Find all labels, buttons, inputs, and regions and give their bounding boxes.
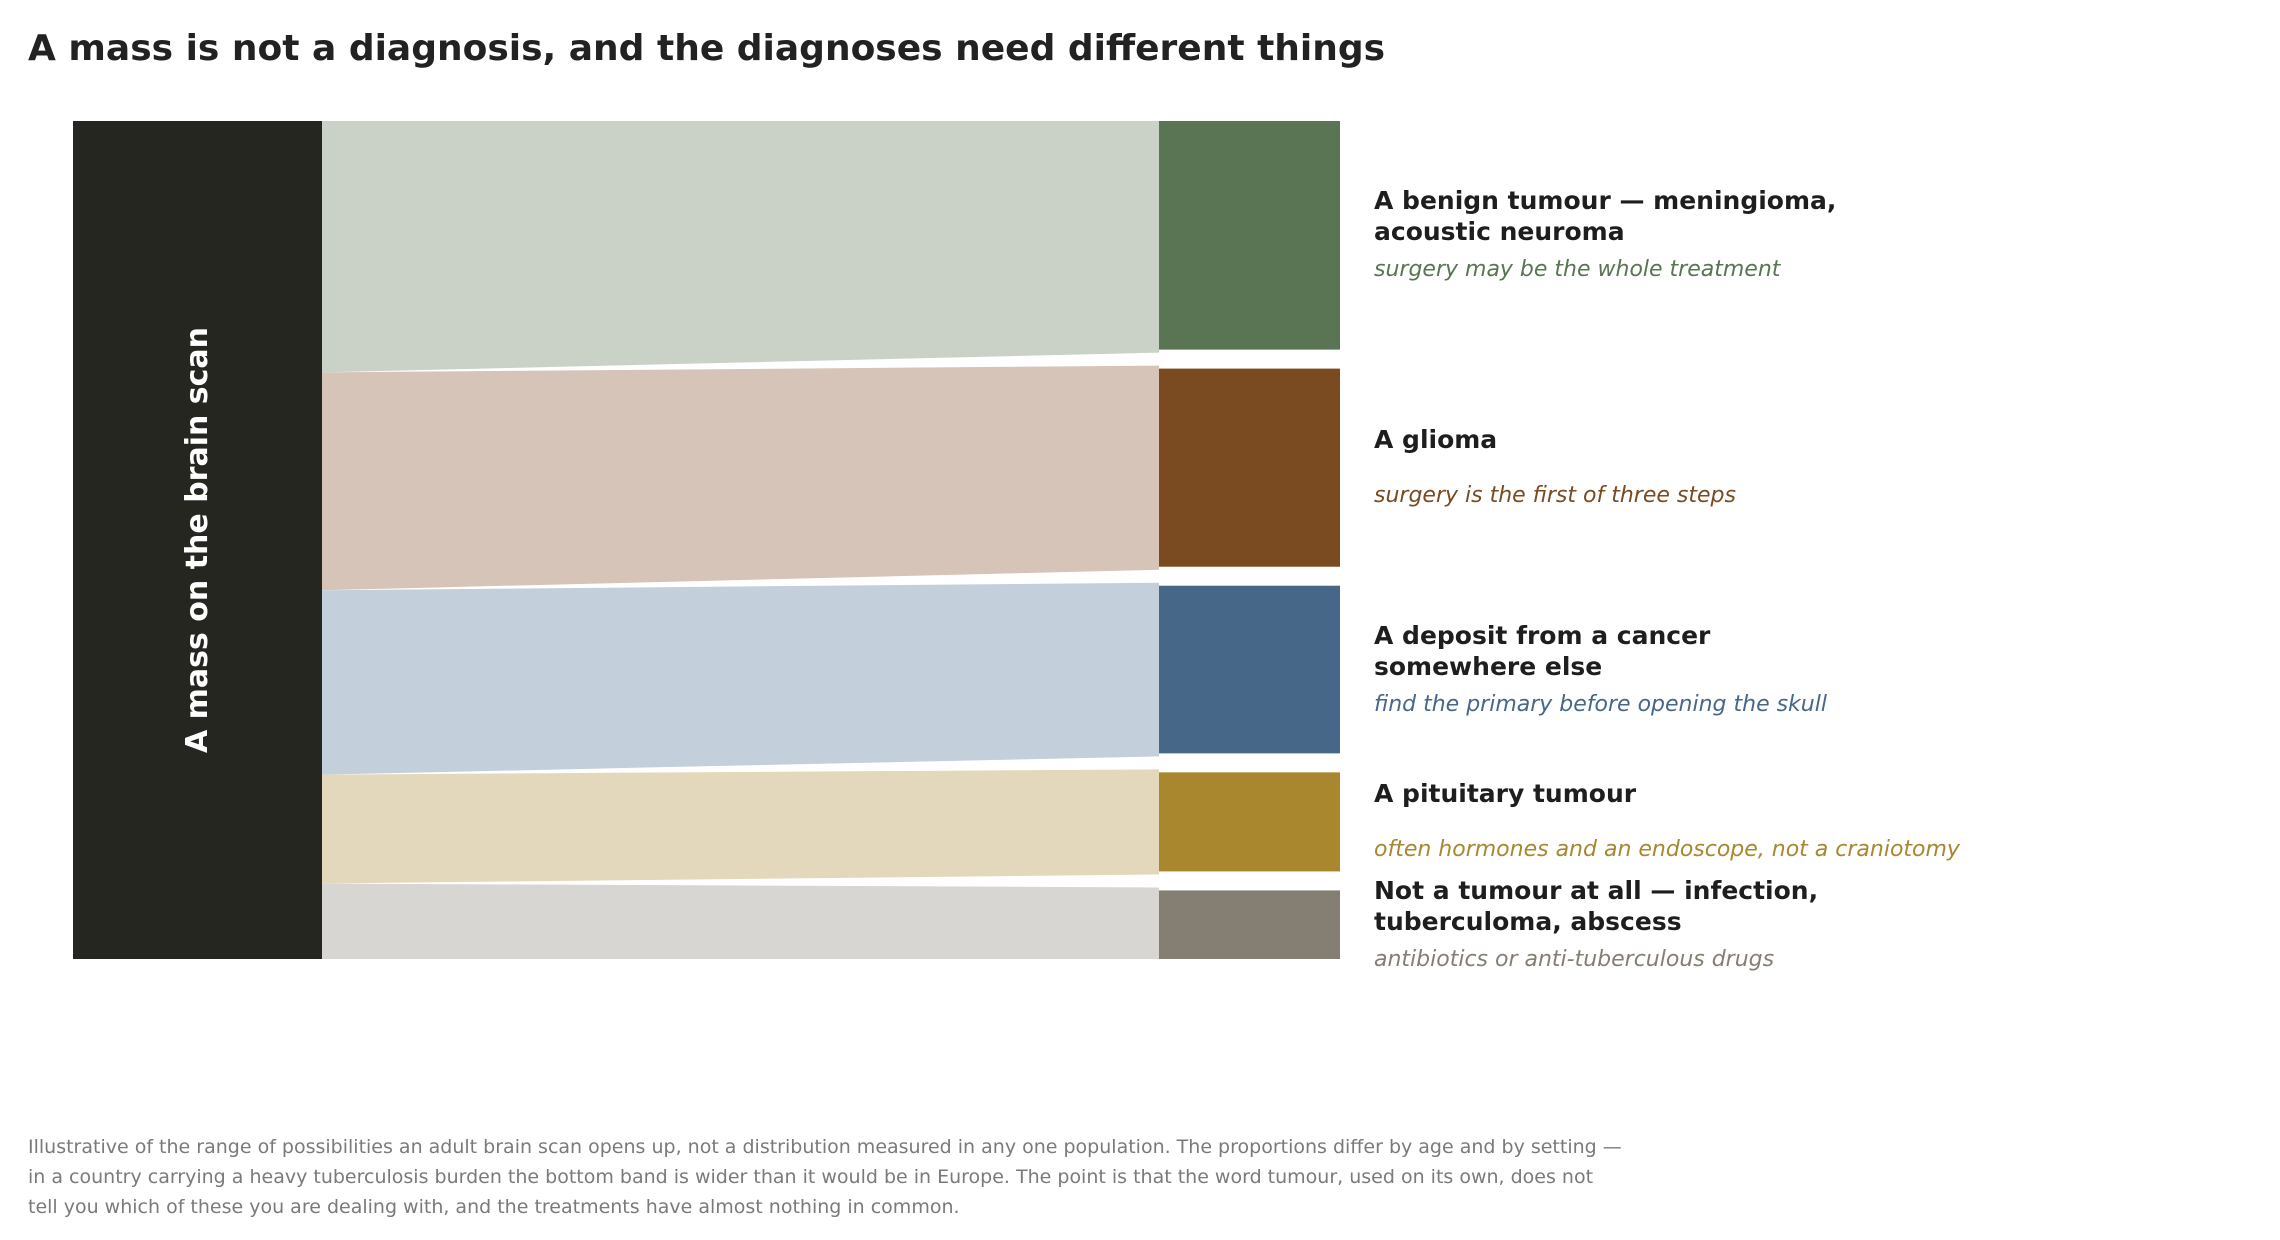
target-title: Not a tumour at all — infection, tubercu…: [1374, 875, 1819, 936]
target-title: A glioma: [1374, 425, 1498, 455]
target-node: [1159, 121, 1340, 350]
target-label: A benign tumour — meningioma, acoustic n…: [1374, 185, 1974, 285]
target-note: surgery may be the whole treatment: [1374, 257, 1781, 283]
target-note: often hormones and an endoscope, not a c…: [1374, 837, 1960, 863]
page-title: A mass is not a diagnosis, and the diagn…: [28, 28, 1386, 69]
flow-band: [322, 769, 1159, 884]
target-title: A deposit from a cancer somewhere else: [1374, 620, 1711, 681]
target-node: [1159, 772, 1340, 872]
target-label: A deposit from a cancer somewhere else fi…: [1374, 620, 1974, 720]
target-title: A pituitary tumour: [1374, 779, 1637, 809]
target-note: find the primary before opening the skul…: [1374, 691, 1827, 717]
target-label: Not a tumour at all — infection, tubercu…: [1374, 875, 1974, 975]
target-node: [1159, 585, 1340, 754]
flow-band: [322, 582, 1159, 775]
target-label: A glioma surgery is the first of three st…: [1374, 424, 1974, 511]
target-node: [1159, 368, 1340, 567]
target-title: A benign tumour — meningioma, acoustic n…: [1374, 186, 1837, 247]
target-note: surgery is the first of three steps: [1374, 483, 1736, 509]
target-node: [1159, 890, 1340, 959]
flow-band: [322, 121, 1159, 373]
target-label: A pituitary tumour often hormones and an …: [1374, 778, 1974, 865]
source-node-label: A mass on the brain scan: [180, 327, 215, 753]
source-node: [73, 121, 322, 959]
target-note: antibiotics or anti-tuberculous drugs: [1374, 946, 1775, 972]
flow-band: [322, 883, 1159, 959]
flow-band: [322, 365, 1159, 591]
footnote: Illustrative of the range of possibiliti…: [28, 1136, 1622, 1218]
